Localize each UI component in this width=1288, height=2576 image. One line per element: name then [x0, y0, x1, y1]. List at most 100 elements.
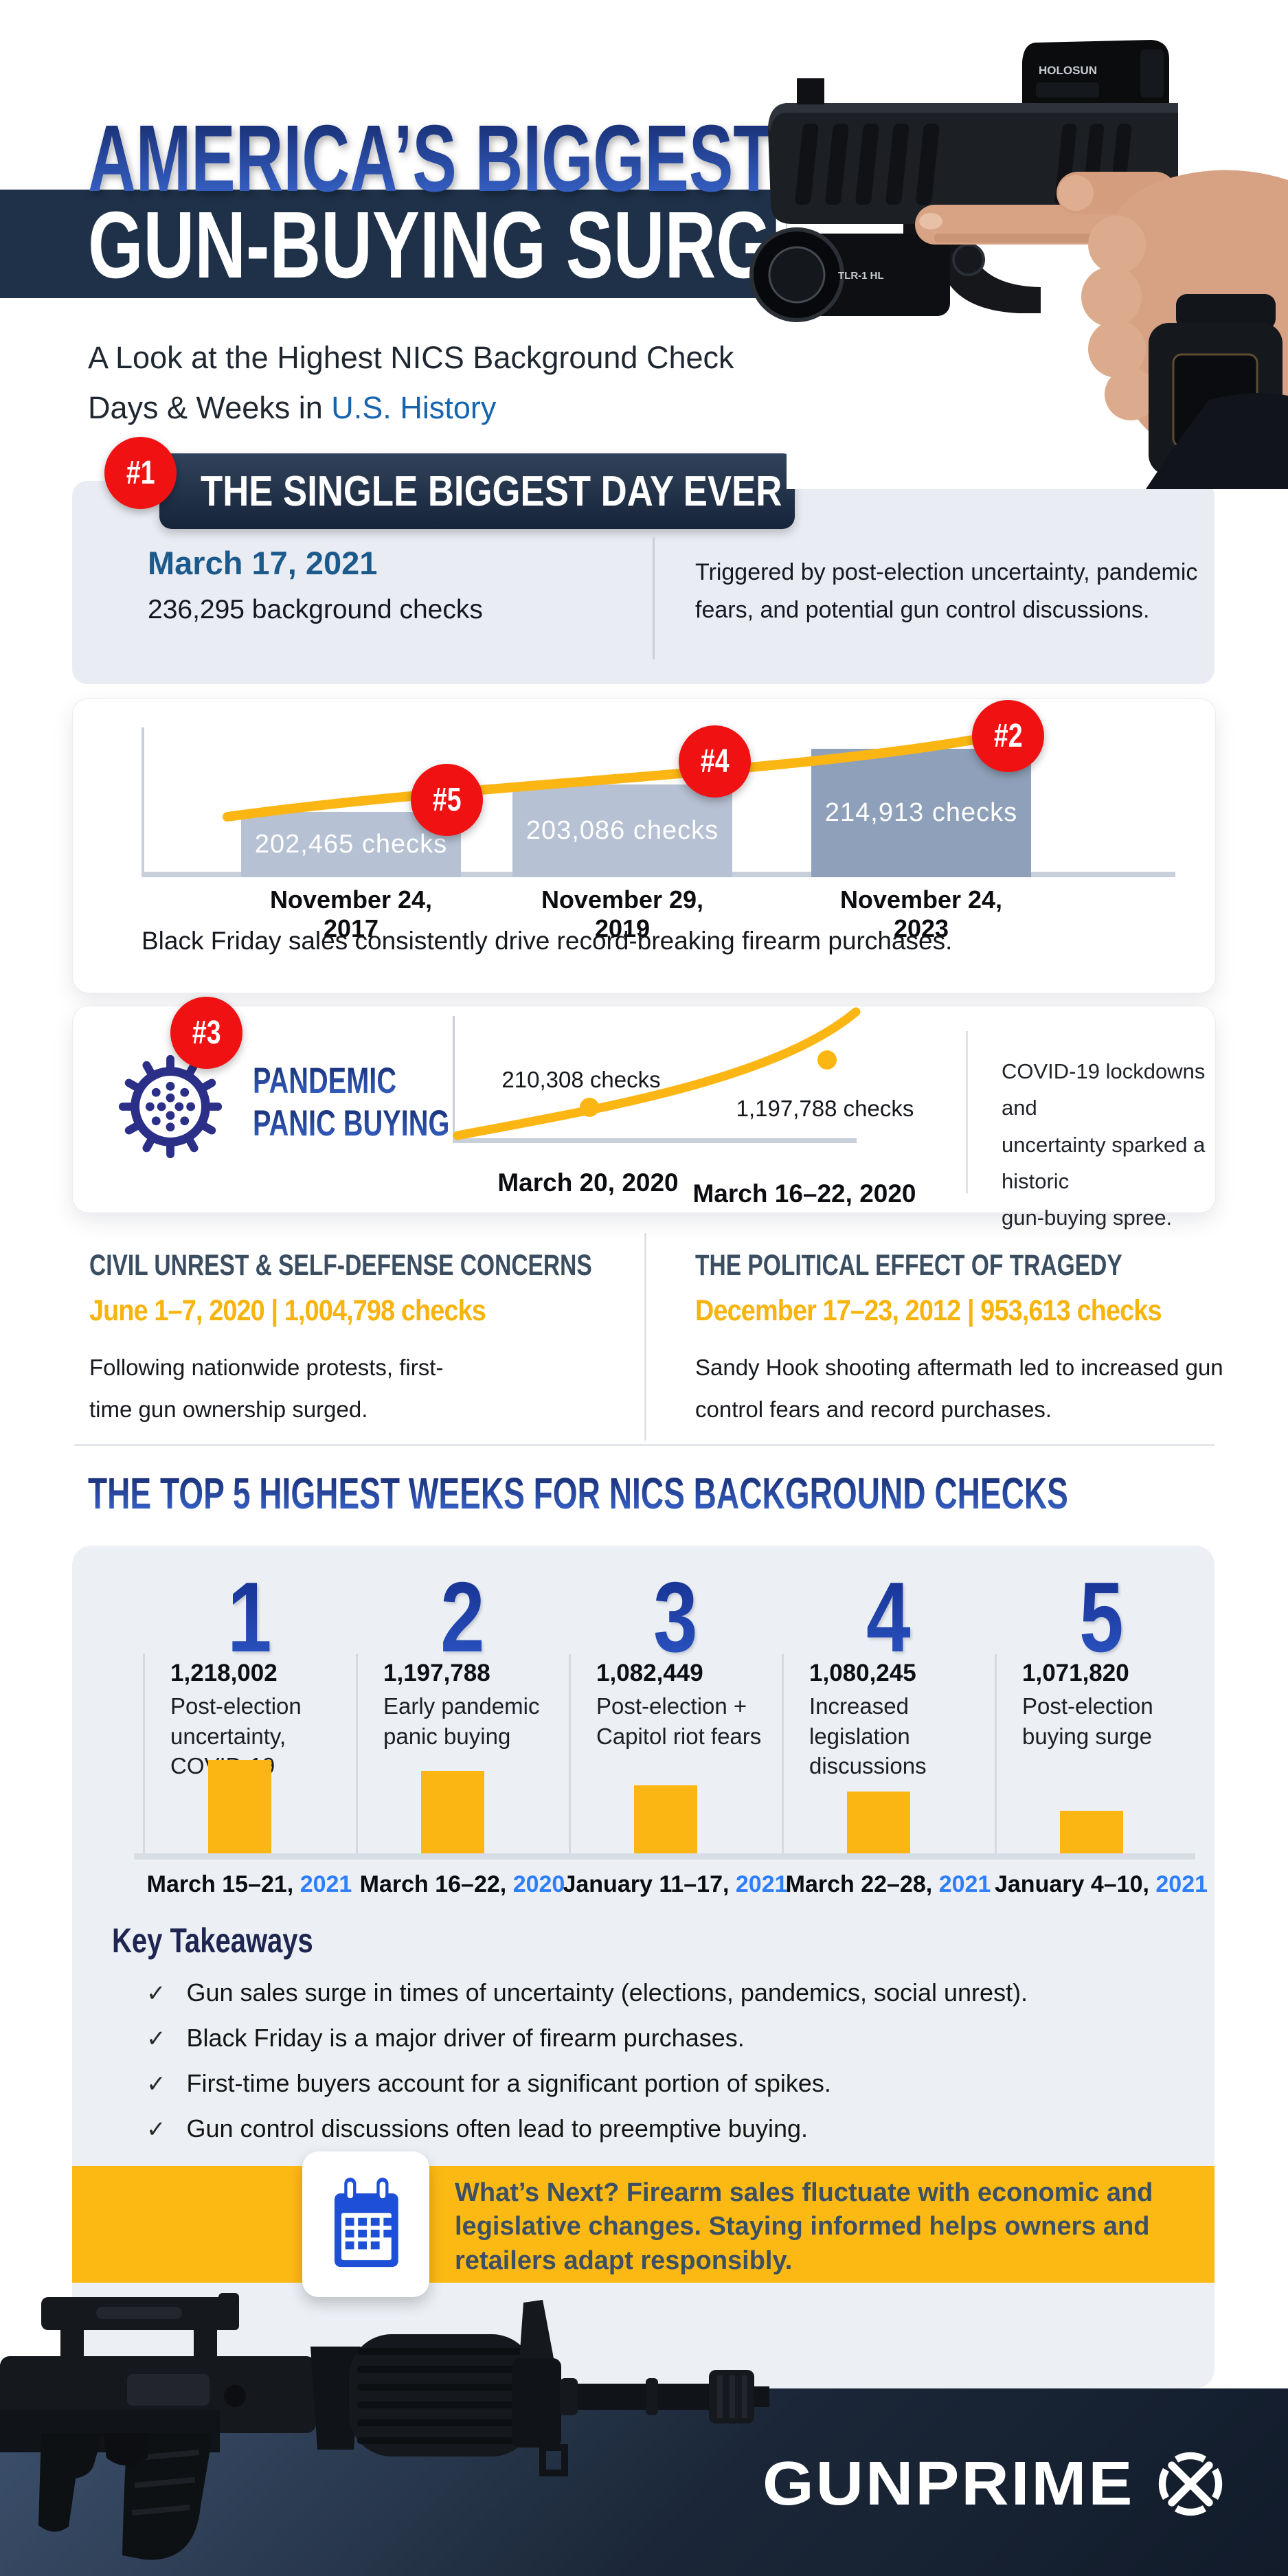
subtitle-line1: A Look at the Highest NICS Background Ch… — [88, 340, 734, 375]
point2-axis-label: March 16–22, 2020 — [692, 1179, 916, 1208]
checkmark-icon: ✓ — [146, 2071, 166, 2097]
crosshair-icon — [1159, 2452, 1223, 2516]
week-reason-5: Post-election buying surge — [1022, 1693, 1153, 1749]
week-reason-3: Post-election + Capitol riot fears — [596, 1693, 762, 1749]
tragedy-body: Sandy Hook shooting aftermath led to inc… — [695, 1355, 1223, 1423]
column-divider — [143, 1654, 145, 1855]
x-axis — [453, 1138, 857, 1143]
single-day-stat: 236,295 background checks — [148, 595, 483, 624]
calendar-icon — [334, 2178, 398, 2268]
subtitle-line2: Days & Weeks in U.S. History — [88, 390, 497, 425]
rank-badge-3: #3 — [170, 997, 242, 1069]
light-brand-label: TLR-1 HL — [838, 270, 884, 282]
takeaway-item: ✓ Gun sales surge in times of uncertainty… — [146, 1978, 1028, 2007]
week-reason-1: Post-election uncertainty, COVID-19 — [170, 1693, 302, 1778]
page-title-line2: GUN-BUYING SURGES — [88, 192, 866, 298]
week-value-4: 1,080,245 — [809, 1660, 916, 1686]
y-axis — [453, 1016, 455, 1140]
rank-number-4: 4 — [866, 1561, 911, 1673]
black-friday-caption: Black Friday sales consistently drive re… — [142, 927, 953, 955]
rank-badge-1: #1 — [104, 437, 177, 509]
civil-unrest-body: Following nationwide protests, first- ti… — [89, 1355, 444, 1423]
pistol-image: HOLOSUN TLR-1 HL — [749, 40, 1288, 489]
week-bar-1 — [208, 1760, 271, 1853]
pandemic-divider — [966, 1031, 968, 1193]
week-date-3: January 11–17, 2021 — [563, 1871, 788, 1897]
rank-badge-2: #2 — [972, 700, 1044, 772]
civil-unrest-stat: June 1–7, 2020 | 1,004,798 checks — [89, 1294, 486, 1327]
whats-next-text: What’s Next? Firearm sales fluctuate wit… — [455, 2178, 1153, 2275]
page-title-line1: AMERICA’S BIGGEST — [88, 106, 774, 212]
weapon-light — [809, 234, 950, 316]
black-friday-chart-card: 202,465 checks 203,086 checks 214,913 ch… — [72, 698, 1216, 993]
sleeve — [1146, 393, 1288, 489]
bar-label: 214,913 checks — [824, 798, 1018, 827]
pandemic-title-line2: PANIC BUYING — [253, 1103, 450, 1144]
takeaways-heading: Key Takeaways — [112, 1921, 313, 1960]
column-divider — [569, 1654, 571, 1855]
rank-badge-4: #4 — [679, 725, 751, 798]
bar-date-2023: November 24, 2023 — [839, 885, 1003, 942]
week-reason-2: Early pandemic panic buying — [383, 1693, 540, 1749]
events-bottom-divider — [74, 1444, 1214, 1446]
single-day-description: Triggered by post-election uncertainty, … — [695, 559, 1198, 624]
column-divider — [995, 1654, 997, 1855]
week-bar-2 — [421, 1771, 484, 1853]
single-day-divider — [653, 537, 655, 659]
front-sight — [797, 78, 824, 104]
single-day-banner: THE SINGLE BIGGEST DAY EVER — [159, 453, 795, 529]
week-date-4: March 22–28, 2021 — [785, 1871, 991, 1897]
rank-number-1: 1 — [227, 1561, 272, 1673]
week-value-1: 1,218,002 — [170, 1660, 278, 1686]
week-date-1: March 15–21, 2021 — [146, 1871, 352, 1897]
rank-badge-5: #5 — [411, 764, 483, 836]
checkmark-icon: ✓ — [146, 1980, 166, 2007]
whats-next-banner — [72, 2166, 1214, 2283]
calendar-card — [302, 2151, 429, 2297]
bar-2019: 203,086 checks — [512, 784, 732, 877]
rifle-image — [0, 2293, 769, 2560]
top5-baseline — [134, 1853, 1195, 1860]
takeaway-item: ✓ Black Friday is a major driver of firea… — [146, 2024, 745, 2052]
week-reason-4: Increased legislation discussions — [809, 1693, 927, 1779]
data-point-2 — [817, 1050, 837, 1070]
single-day-date: March 17, 2021 — [148, 545, 378, 581]
week-bar-4 — [847, 1792, 910, 1853]
checkmark-icon: ✓ — [146, 2116, 166, 2143]
virus-icon — [118, 1054, 223, 1159]
rank-number-5: 5 — [1078, 1561, 1124, 1673]
point1-label: 210,308 checks — [501, 1067, 661, 1092]
takeaway-item: ✓ First-time buyers account for a signifi… — [146, 2069, 831, 2097]
pandemic-description: COVID-19 lockdowns and uncertainty spark… — [1002, 1059, 1206, 1230]
column-divider — [782, 1654, 784, 1855]
pandemic-title-line1: PANDEMIC — [253, 1061, 397, 1101]
rank-number-3: 3 — [653, 1561, 698, 1673]
week-value-3: 1,082,449 — [596, 1660, 703, 1686]
bar-date-2017: November 24, 2017 — [269, 885, 433, 942]
point1-axis-label: March 20, 2020 — [497, 1168, 679, 1197]
bar-date-2019: November 29, 2019 — [541, 885, 704, 942]
point2-label: 1,197,788 checks — [736, 1096, 914, 1121]
checkmark-icon: ✓ — [146, 2026, 166, 2052]
rank-number-2: 2 — [440, 1561, 485, 1673]
top5-title: THE TOP 5 HIGHEST WEEKS FOR NICS BACKGRO… — [88, 1469, 1068, 1518]
pandemic-card: #3 PANDEMIC PANIC BUYING 210,308 checks … — [72, 997, 1216, 1230]
data-point-1 — [580, 1098, 599, 1117]
week-value-2: 1,197,788 — [383, 1660, 490, 1686]
civil-unrest-title: CIVIL UNREST & SELF-DEFENSE CONCERNS — [89, 1249, 592, 1282]
week-date-5: January 4–10, 2021 — [994, 1871, 1208, 1897]
tragedy-title: THE POLITICAL EFFECT OF TRAGEDY — [695, 1249, 1122, 1282]
bar-label: 203,086 checks — [526, 816, 719, 845]
takeaway-item: ✓ Gun control discussions often lead to p… — [146, 2114, 809, 2143]
subtitle-highlight: U.S. History — [331, 390, 497, 425]
tragedy-stat: December 17–23, 2012 | 953,613 checks — [695, 1294, 1162, 1327]
optic-brand-label: HOLOSUN — [1039, 64, 1097, 77]
bar-label: 202,465 checks — [254, 830, 448, 859]
week-date-2: March 16–22, 2020 — [359, 1871, 565, 1897]
week-bar-3 — [634, 1785, 697, 1853]
column-divider — [356, 1654, 358, 1855]
week-bar-5 — [1060, 1811, 1123, 1853]
week-value-5: 1,071,820 — [1022, 1660, 1129, 1686]
brand-name: GUNPRIME — [762, 2449, 1135, 2518]
